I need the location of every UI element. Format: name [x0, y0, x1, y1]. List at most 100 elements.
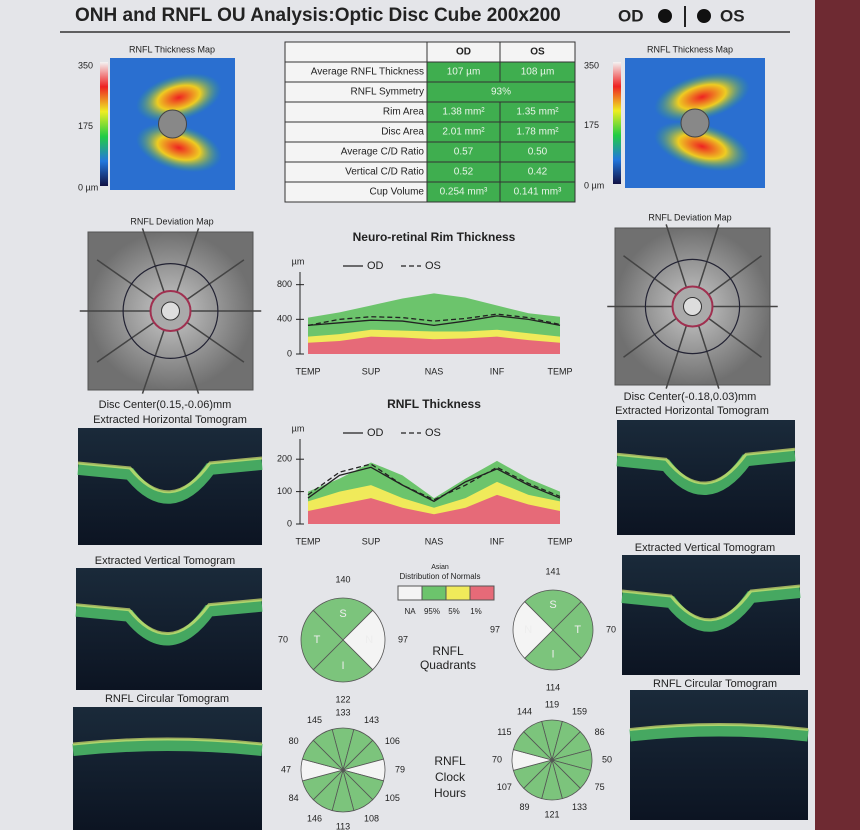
sector-value: 143: [364, 715, 379, 725]
sector-value: 80: [289, 736, 299, 746]
od-label: OD: [618, 6, 644, 25]
map-title: RNFL Deviation Map: [648, 212, 731, 222]
sector-value: 159: [572, 707, 587, 717]
quadrant-letter: S: [549, 599, 556, 611]
x-tick-label: SUP: [362, 366, 381, 376]
sector-value: 97: [490, 624, 500, 634]
quadrants-title: Quadrants: [420, 658, 476, 672]
sector-value: 141: [545, 566, 560, 576]
y-unit: µm: [292, 423, 305, 433]
legend-box: [421, 585, 447, 601]
legend-label: OD: [367, 260, 384, 272]
cup: [161, 301, 180, 321]
os-label: OS: [720, 6, 745, 25]
content: RNFL Thickness Map 350 175 0 µm RNFL Thickne…: [72, 41, 809, 830]
sector-value: 70: [492, 754, 502, 764]
tomogram-title: Extracted Vertical Tomogram: [635, 542, 775, 554]
scale-label: 350: [584, 60, 599, 70]
quadrant-letter: T: [574, 624, 581, 636]
series-line: [307, 313, 561, 327]
legend-title: Asian: [431, 564, 449, 571]
retina-layer: [75, 598, 263, 635]
retina-layer: [77, 456, 263, 494]
sector: [300, 609, 344, 671]
legend-label: OS: [425, 427, 441, 439]
x-tick-label: SUP: [362, 536, 381, 546]
sector-value: 70: [606, 624, 616, 634]
sector: [312, 728, 344, 772]
row-label: Rim Area: [383, 107, 425, 118]
sector-value: 75: [595, 782, 605, 792]
report-title: ONH and RNFL OU Analysis:Optic Disc Cube…: [75, 5, 561, 26]
sector-value: 133: [572, 802, 587, 812]
tomogram-title: RNFL Circular Tomogram: [653, 678, 777, 690]
clock-title: Clock: [435, 770, 466, 784]
x-tick-label: TEMP: [547, 536, 572, 546]
legend-label: 1%: [470, 607, 482, 616]
x-tick-label: NAS: [425, 366, 444, 376]
y-tick-label: 200: [277, 454, 292, 464]
legend-label: 95%: [424, 607, 440, 616]
row-label: RNFL Symmetry: [350, 87, 424, 98]
x-tick-label: TEMP: [295, 536, 320, 546]
tomogram-title: Extracted Vertical Tomogram: [95, 555, 235, 567]
scale-label: 0 µm: [78, 182, 98, 192]
quadrant-letter: I: [551, 649, 554, 661]
legend-box: [445, 585, 471, 601]
sector-value: 121: [544, 809, 559, 819]
quadrant-letter: N: [524, 624, 532, 636]
scan-circle: [122, 263, 219, 360]
series-line: [307, 466, 561, 503]
retina-layer: [77, 457, 263, 504]
x-tick-label: TEMP: [295, 366, 320, 376]
quadrant-letter: N: [365, 634, 373, 646]
tomogram-title: RNFL Circular Tomogram: [105, 693, 229, 705]
sector-value: 107: [497, 782, 512, 792]
chart-title: Neuro-retinal Rim Thickness: [353, 230, 516, 244]
clock-title: Hours: [434, 786, 466, 800]
thickness-hot: [654, 72, 750, 122]
sector-value: 122: [335, 694, 350, 704]
cell-value: 0.52: [454, 167, 474, 178]
thickness-hot: [654, 121, 750, 172]
x-tick-label: NAS: [425, 536, 444, 546]
sector-value: 47: [281, 764, 291, 774]
sector: [524, 629, 582, 671]
sector: [342, 609, 386, 671]
row-label: Average RNFL Thickness: [311, 67, 424, 78]
legend-label: NA: [404, 607, 416, 616]
scale-label: 175: [78, 121, 93, 131]
normal-band: [308, 336, 560, 354]
color-bar: [613, 62, 621, 184]
sector: [523, 720, 553, 762]
retina-layer: [629, 724, 809, 742]
cell-value: 0.57: [454, 147, 474, 158]
sector-value: 70: [278, 634, 288, 644]
legend-box: [397, 585, 423, 601]
sector-value: 108: [364, 814, 379, 824]
sector-value: 105: [385, 793, 400, 803]
thickness-hot: [136, 123, 222, 173]
x-tick-label: TEMP: [547, 366, 572, 376]
series-line: [307, 463, 561, 501]
sector-value: 140: [335, 574, 350, 584]
tomogram: [630, 690, 808, 820]
quadrant-letter: T: [314, 634, 321, 646]
retina-layer: [72, 737, 263, 746]
scan-circle: [644, 258, 741, 355]
series-line: [307, 315, 561, 327]
quadrant-letter: I: [341, 660, 344, 672]
cell-value: 1.35 mm²: [516, 107, 559, 118]
sector: [312, 639, 374, 683]
sector-value: 145: [307, 715, 322, 725]
od-dot: [658, 9, 672, 23]
sector-value: 133: [335, 707, 350, 717]
map-title: RNFL Thickness Map: [647, 44, 733, 54]
row-label: Cup Volume: [370, 187, 425, 198]
sector-value: 79: [395, 764, 405, 774]
sector-value: 106: [385, 736, 400, 746]
y-tick-label: 100: [277, 486, 292, 496]
retina-layer: [621, 584, 801, 622]
sector-value: 113: [336, 821, 350, 830]
